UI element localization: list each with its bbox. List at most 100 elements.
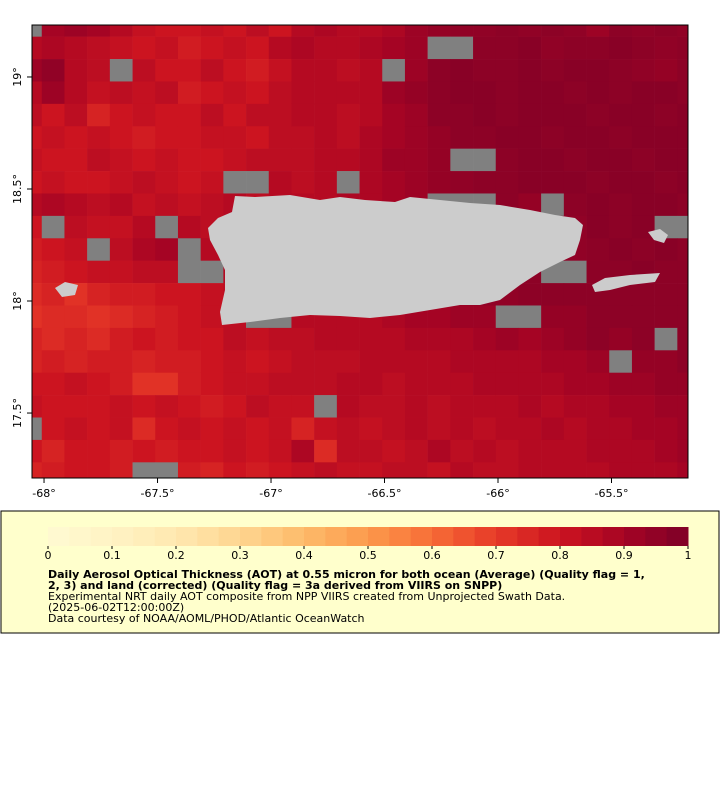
grid-cell [223,417,247,441]
grid-cell [109,215,133,239]
grid-cell [382,36,406,60]
grid-cell [246,395,270,418]
grid-cell [495,81,519,105]
grid-cell [563,81,587,105]
no-data-cell [495,305,519,329]
grid-cell [336,417,360,441]
grid-cell [223,36,247,60]
grid-cell [155,260,179,284]
grid-cell [609,148,633,172]
grid-cell [450,126,474,149]
grid-cell [87,260,111,284]
grid-cell [291,126,315,149]
grid-cell [382,148,406,172]
grid-cell [64,193,88,217]
grid-cell [223,81,247,105]
grid-cell [41,193,65,217]
grid-cell [495,126,519,149]
colorbar-segment [240,527,262,546]
grid-cell [64,126,88,149]
grid-cell [41,36,65,60]
grid-cell [654,103,678,127]
grid-cell [427,417,451,441]
grid-cell [518,103,542,127]
x-tick-label: -65.5° [595,487,629,500]
grid-cell [64,327,88,351]
grid-cell [473,36,497,60]
no-data-cell [87,238,111,261]
grid-cell [518,327,542,351]
grid-cell [541,305,565,329]
grid-cell [109,193,133,217]
grid-cell [518,59,542,82]
grid-cell [495,148,519,172]
grid-cell [404,25,428,37]
grid-cell [314,350,338,374]
grid-cell [654,395,678,418]
grid-cell [177,395,201,418]
grid-cell [132,25,156,37]
grid-cell [677,126,688,149]
grid-cell [631,25,655,37]
grid-cell [177,462,201,478]
grid-cell [87,148,111,172]
no-data-cell [32,417,43,441]
grid-cell [64,395,88,418]
grid-cell [32,395,43,418]
grid-cell [336,439,360,463]
grid-cell [87,395,111,418]
grid-cell [268,36,292,60]
grid-cell [87,462,111,478]
colorbar-tick-label: 0.8 [551,549,569,562]
grid-cell [109,283,133,306]
colorbar-segment [112,527,134,546]
grid-cell [473,372,497,396]
grid-cell [677,260,688,284]
grid-cell [586,238,610,261]
grid-cell [654,193,678,217]
grid-cell [109,417,133,441]
grid-cell [541,171,565,194]
grid-cell [246,148,270,172]
grid-cell [32,462,43,478]
grid-cell [223,439,247,463]
colorbar-segment [432,527,454,546]
grid-cell [677,148,688,172]
grid-cell [382,327,406,351]
grid-cell [155,327,179,351]
grid-cell [563,462,587,478]
grid-cell [41,260,65,284]
colorbar-segment [304,527,326,546]
grid-cell [586,171,610,194]
grid-cell [586,305,610,329]
grid-cell [155,372,179,396]
grid-cell [177,193,201,217]
grid-cell [631,372,655,396]
no-data-cell [336,171,360,194]
land [55,195,668,325]
grid-cell [132,372,156,396]
grid-cell [450,350,474,374]
grid-cell [64,372,88,396]
grid-cell [177,215,201,239]
grid-cell [32,171,43,194]
grid-cell [177,327,201,351]
grid-cell [586,36,610,60]
grid-cell [382,171,406,194]
colorbar-segment [624,527,646,546]
grid-cell [223,103,247,127]
no-data-cell [609,350,633,374]
grid-cell [586,126,610,149]
colorbar-segment [581,527,604,546]
grid-cell [268,25,292,37]
grid-cell [427,171,451,194]
grid-cell [41,81,65,105]
grid-cell [64,260,88,284]
grid-cell [631,439,655,463]
grid-cell [654,126,678,149]
grid-cell [404,439,428,463]
grid-cell [450,395,474,418]
colorbar-segment [496,527,518,546]
grid-cell [41,327,65,351]
grid-cell [177,417,201,441]
